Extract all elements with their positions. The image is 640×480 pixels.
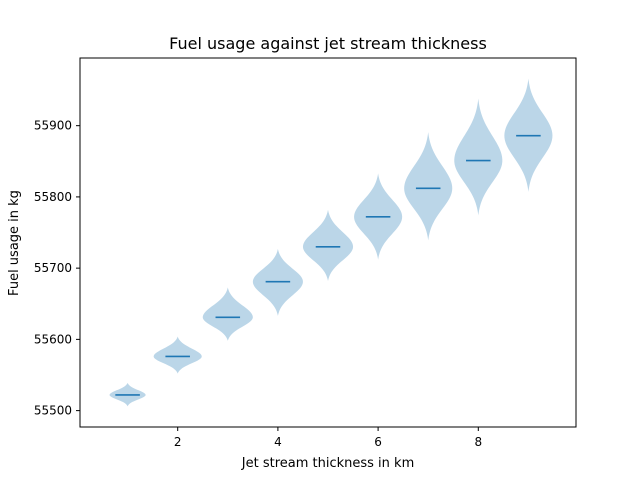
violin-body-2 (153, 336, 202, 374)
x-tick-label: 8 (474, 435, 482, 449)
y-tick-label: 55900 (34, 119, 72, 133)
x-tick-label: 4 (274, 435, 282, 449)
chart-title: Fuel usage against jet stream thickness (169, 34, 487, 53)
x-axis-ticks: 2 4 6 8 (174, 427, 482, 449)
median-lines (115, 134, 541, 396)
x-tick-label: 6 (374, 435, 382, 449)
violin-body-7 (404, 132, 453, 241)
y-tick-label: 55800 (34, 190, 72, 204)
violin-body-3 (202, 287, 253, 341)
y-axis-ticks: 55500 55600 55700 55800 55900 (34, 119, 80, 418)
y-tick-label: 55500 (34, 404, 72, 418)
y-tick-label: 55600 (34, 332, 72, 346)
violin-body-8 (454, 98, 503, 216)
x-tick-label: 2 (174, 435, 182, 449)
violin-body-5 (302, 209, 354, 281)
y-axis-label: Fuel usage in kg (7, 190, 22, 296)
x-axis-label: Jet stream thickness in km (241, 456, 414, 471)
plot-frame (79, 57, 577, 428)
y-tick-label: 55700 (34, 261, 72, 275)
